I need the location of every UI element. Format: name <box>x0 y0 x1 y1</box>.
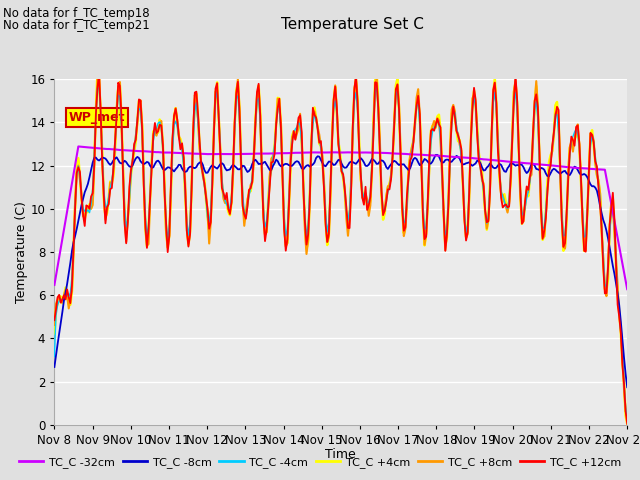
Text: WP_met: WP_met <box>68 111 125 124</box>
Legend: TC_C -32cm, TC_C -8cm, TC_C -4cm, TC_C +4cm, TC_C +8cm, TC_C +12cm: TC_C -32cm, TC_C -8cm, TC_C -4cm, TC_C +… <box>15 452 625 472</box>
Y-axis label: Temperature (C): Temperature (C) <box>15 201 28 303</box>
Text: No data for f_TC_temp18: No data for f_TC_temp18 <box>3 7 150 20</box>
X-axis label: Time: Time <box>325 448 356 461</box>
Text: Temperature Set C: Temperature Set C <box>280 17 424 32</box>
Text: No data for f_TC_temp21: No data for f_TC_temp21 <box>3 19 150 32</box>
